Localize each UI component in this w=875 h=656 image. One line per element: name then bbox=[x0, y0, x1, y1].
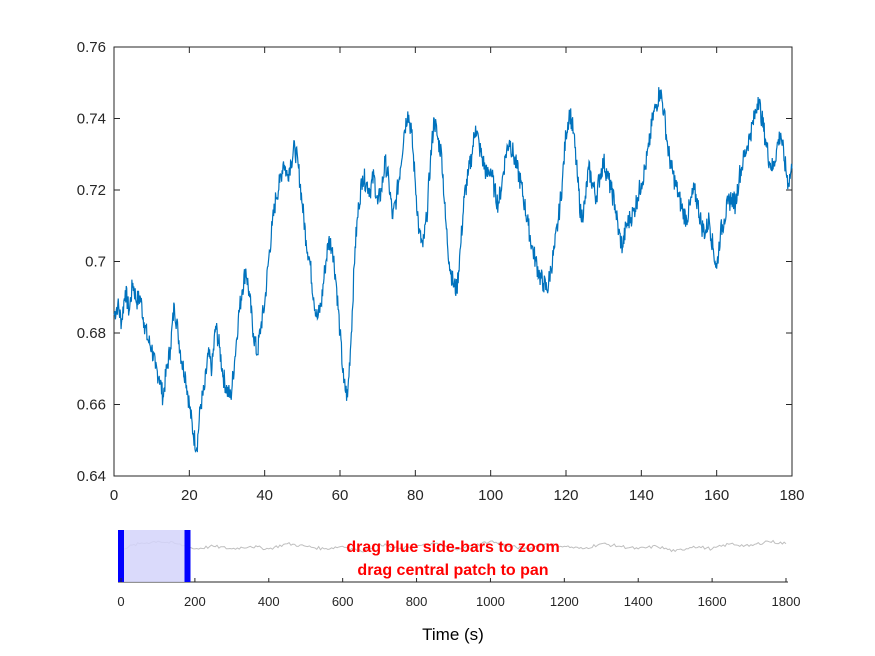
pan-instruction: drag central patch to pan bbox=[357, 562, 548, 579]
overview-x-tick-label: 200 bbox=[184, 594, 206, 609]
overview-x-tick-label: 1600 bbox=[698, 594, 727, 609]
overview-x-tick-label: 1000 bbox=[476, 594, 505, 609]
overview-axes: 0 200 400 600 800 1000 1200 1400 1600 1800 drag b… bbox=[117, 530, 800, 644]
main-axes: 0 20 40 60 80 100 120 140 160 180 0.64 0.66 0.68 0.7… bbox=[77, 39, 805, 504]
main-y-tick-label: 0.68 bbox=[77, 325, 106, 342]
x-axis-label: Time (s) bbox=[422, 625, 484, 644]
pan-patch[interactable] bbox=[121, 530, 188, 582]
main-x-ticks: 0 20 40 60 80 100 120 140 160 180 bbox=[110, 47, 805, 504]
main-y-tick-label: 0.74 bbox=[77, 111, 106, 128]
main-plot-area bbox=[113, 46, 793, 477]
main-x-tick-label: 100 bbox=[478, 487, 503, 504]
overview-x-tick-label: 1800 bbox=[772, 594, 801, 609]
main-x-tick-label: 140 bbox=[629, 487, 654, 504]
main-y-tick-label: 0.7 bbox=[85, 254, 106, 271]
signal-line bbox=[113, 87, 793, 453]
zoom-right-bar[interactable] bbox=[184, 530, 191, 582]
zoom-left-bar[interactable] bbox=[118, 530, 124, 582]
overview-x-tick-label: 400 bbox=[258, 594, 280, 609]
zoom-instruction: drag blue side-bars to zoom bbox=[346, 539, 559, 556]
overview-x-ticks: 0 200 400 600 800 1000 1200 1400 1600 1800 bbox=[117, 578, 800, 609]
main-x-tick-label: 60 bbox=[332, 487, 349, 504]
main-y-ticks: 0.64 0.66 0.68 0.7 0.72 0.74 0.76 bbox=[77, 39, 792, 485]
overview-x-tick-label: 1400 bbox=[624, 594, 653, 609]
overview-x-tick-label: 1200 bbox=[550, 594, 579, 609]
main-x-tick-label: 180 bbox=[779, 487, 804, 504]
main-x-tick-label: 20 bbox=[181, 487, 198, 504]
overview-signal-line bbox=[120, 539, 787, 553]
main-y-tick-label: 0.66 bbox=[77, 397, 106, 414]
main-x-tick-label: 40 bbox=[256, 487, 273, 504]
main-x-tick-label: 160 bbox=[704, 487, 729, 504]
overview-x-tick-label: 800 bbox=[406, 594, 428, 609]
main-x-tick-label: 0 bbox=[110, 487, 118, 504]
overview-x-tick-label: 0 bbox=[117, 594, 124, 609]
main-y-tick-label: 0.76 bbox=[77, 39, 106, 56]
main-y-tick-label: 0.64 bbox=[77, 468, 106, 485]
main-x-tick-label: 80 bbox=[407, 487, 424, 504]
overview-x-tick-label: 600 bbox=[332, 594, 354, 609]
main-y-tick-label: 0.72 bbox=[77, 182, 106, 199]
main-x-tick-label: 120 bbox=[553, 487, 578, 504]
